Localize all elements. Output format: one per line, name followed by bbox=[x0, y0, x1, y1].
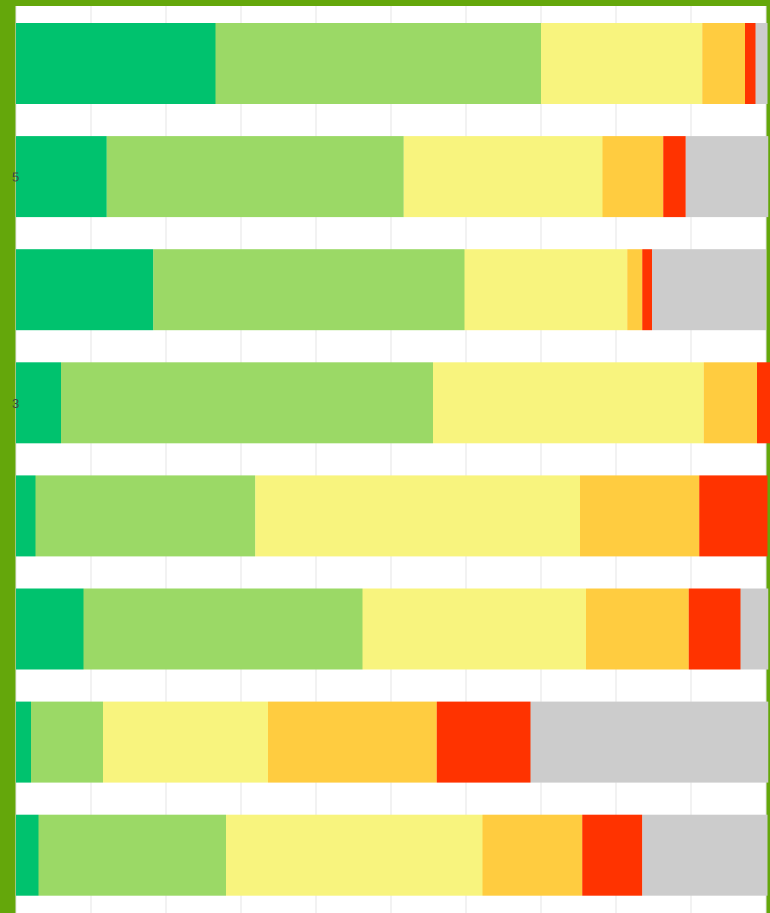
bar-segment-r7-s5 bbox=[436, 701, 531, 783]
bar-segment-r2-s6 bbox=[685, 136, 769, 218]
bar-segment-r5-s5 bbox=[699, 475, 768, 557]
bar-segment-r8-s2 bbox=[38, 814, 226, 896]
row-label-2: 5 bbox=[12, 170, 19, 185]
bar-segment-r7-s2 bbox=[31, 701, 103, 783]
bar-segment-r1-s6 bbox=[755, 23, 768, 104]
bar-segment-r5-s1 bbox=[16, 475, 36, 557]
bar-segment-r2-s4 bbox=[602, 136, 664, 218]
bar-segment-r3-s5 bbox=[642, 249, 652, 331]
bar-segment-r1-s2 bbox=[215, 23, 541, 104]
bars bbox=[16, 23, 770, 896]
bar-row-1 bbox=[16, 23, 768, 104]
row-labels: 53 bbox=[12, 170, 19, 411]
bar-segment-r7-s6 bbox=[530, 701, 769, 783]
bar-segment-r7-s3 bbox=[103, 701, 268, 783]
bar-segment-r2-s5 bbox=[663, 136, 686, 218]
bar-segment-r3-s2 bbox=[153, 249, 465, 331]
bar-segment-r8-s4 bbox=[482, 814, 583, 896]
bar-segment-r4-s1 bbox=[16, 362, 61, 444]
bar-segment-r2-s3 bbox=[403, 136, 603, 218]
bar-row-8 bbox=[16, 814, 768, 896]
bar-segment-r4-s3 bbox=[433, 362, 704, 444]
bar-row-7 bbox=[16, 701, 769, 783]
bar-segment-r5-s2 bbox=[35, 475, 256, 557]
bar-segment-r8-s3 bbox=[226, 814, 483, 896]
bar-segment-r8-s6 bbox=[642, 814, 768, 896]
bar-row-2 bbox=[16, 136, 769, 218]
bar-row-4 bbox=[16, 362, 770, 444]
bar-segment-r6-s1 bbox=[16, 588, 84, 670]
bar-segment-r6-s4 bbox=[586, 588, 689, 670]
bar-segment-r5-s4 bbox=[580, 475, 700, 557]
bar-segment-r7-s4 bbox=[268, 701, 437, 783]
bar-row-5 bbox=[16, 475, 768, 557]
bar-segment-r2-s1 bbox=[16, 136, 107, 218]
bar-segment-r4-s2 bbox=[61, 362, 433, 444]
bar-segment-r4-s5 bbox=[757, 362, 770, 444]
bar-segment-r6-s3 bbox=[362, 588, 586, 670]
bar-segment-r5-s3 bbox=[255, 475, 580, 557]
bar-segment-r1-s1 bbox=[16, 23, 216, 104]
bar-segment-r4-s4 bbox=[703, 362, 757, 444]
bar-segment-r3-s6 bbox=[652, 249, 766, 331]
bar-row-3 bbox=[16, 249, 766, 331]
bar-segment-r7-s1 bbox=[16, 701, 31, 783]
bar-segment-r8-s1 bbox=[16, 814, 39, 896]
bar-segment-r8-s5 bbox=[582, 814, 643, 896]
bar-segment-r6-s5 bbox=[688, 588, 741, 670]
bar-segment-r6-s6 bbox=[740, 588, 769, 670]
bar-segment-r3-s4 bbox=[627, 249, 643, 331]
bar-segment-r2-s2 bbox=[106, 136, 404, 218]
bar-row-6 bbox=[16, 588, 769, 670]
bar-segment-r6-s2 bbox=[83, 588, 363, 670]
bar-segment-r3-s1 bbox=[16, 249, 154, 331]
bar-segment-r1-s5 bbox=[745, 23, 756, 104]
bar-segment-r3-s3 bbox=[464, 249, 628, 331]
bar-segment-r1-s3 bbox=[541, 23, 703, 104]
row-label-4: 3 bbox=[12, 396, 19, 411]
bar-segment-r1-s4 bbox=[702, 23, 745, 104]
